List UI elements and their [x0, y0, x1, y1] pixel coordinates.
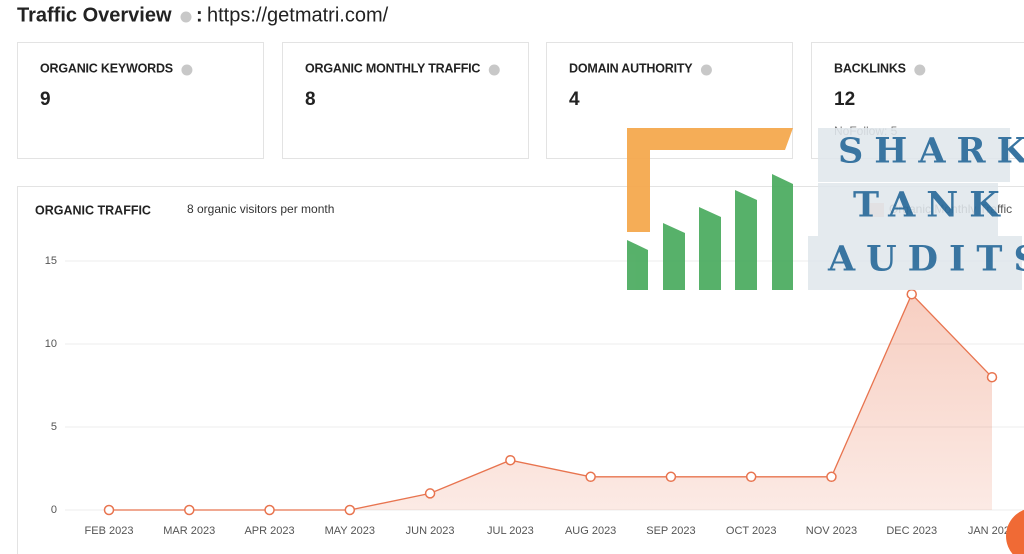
logo-box	[818, 128, 1010, 182]
x-tick-label: JUL 2023	[487, 525, 534, 537]
x-tick-label: SEP 2023	[646, 525, 695, 537]
metric-label: DOMAIN AUTHORITY	[569, 61, 693, 75]
y-tick-label: 10	[45, 338, 57, 350]
help-icon[interactable]	[700, 64, 712, 76]
x-tick-label: OCT 2023	[726, 525, 777, 537]
metric-card	[282, 42, 529, 159]
line	[109, 293, 993, 511]
watermark-logo: SHARK TANK AUDITS	[627, 128, 1024, 290]
y-tick-label: 0	[51, 504, 57, 516]
help-icon[interactable]	[180, 11, 192, 23]
logo-bar	[663, 223, 685, 290]
x-tick-label: JAN 2024	[968, 525, 1016, 537]
x-tick-label: FEB 2023	[85, 525, 134, 537]
y-tick-label: 5	[51, 421, 57, 433]
logo-box	[808, 236, 1022, 290]
x-tick-label: AUG 2023	[565, 525, 616, 537]
logo-word: AUDITS	[827, 239, 1024, 280]
separator: :	[196, 4, 203, 26]
logo-word: SHARK	[838, 131, 1024, 172]
help-icon[interactable]	[914, 64, 926, 76]
x-tick-label: APR 2023	[244, 525, 294, 537]
x-tick-label: JUN 2023	[406, 525, 455, 537]
point	[264, 504, 275, 516]
plot: 0 5 10 15 FEB 2023 MAR 2023 APR 2023 MAY 2023 JU…	[45, 202, 1024, 537]
help-icon[interactable]	[488, 64, 500, 76]
point	[585, 471, 596, 483]
metric-label: BACKLINKS	[834, 61, 906, 75]
point	[103, 504, 115, 516]
metric-value: 12	[834, 89, 855, 110]
help-icon[interactable]	[181, 64, 193, 76]
point	[665, 471, 677, 483]
logo-bar	[735, 190, 757, 290]
point	[505, 454, 516, 466]
metric-value: 9	[40, 89, 51, 110]
metric-card	[17, 42, 264, 159]
logo-frame	[627, 128, 793, 232]
point	[745, 471, 757, 483]
metric-value: 8	[305, 89, 316, 110]
point	[986, 371, 998, 383]
area	[109, 294, 992, 510]
logo-bar	[627, 240, 648, 290]
x-tick-label: NOV 2023	[806, 525, 857, 537]
x-tick-label: MAY 2023	[325, 525, 375, 537]
site-url: https://getmatri.com/	[207, 4, 389, 26]
logo-bar	[699, 207, 721, 290]
point	[184, 504, 195, 516]
metric-label: ORGANIC KEYWORDS	[40, 61, 173, 75]
y-tick-label: 15	[45, 255, 57, 267]
page-title: Traffic Overview	[17, 4, 172, 26]
metric-cards: ORGANIC KEYWORDS 9 ORGANIC MONTHLY TRAFFIC…	[17, 42, 1024, 159]
logo-box	[818, 183, 998, 236]
logo-bar	[772, 174, 793, 290]
chart-title: ORGANIC TRAFFIC	[35, 203, 151, 217]
point	[826, 471, 837, 483]
point	[906, 288, 917, 300]
metric-value: 4	[569, 89, 580, 110]
metric-label: ORGANIC MONTHLY TRAFFIC	[305, 61, 480, 75]
logo-word: TANK	[853, 185, 1011, 226]
point	[344, 504, 356, 516]
x-tick-label: MAR 2023	[163, 525, 215, 537]
point	[424, 488, 436, 499]
x-tick-label: DEC 2023	[886, 525, 937, 537]
chat-button[interactable]	[1006, 508, 1024, 554]
chart-subtitle: 8 organic visitors per month	[187, 202, 334, 216]
